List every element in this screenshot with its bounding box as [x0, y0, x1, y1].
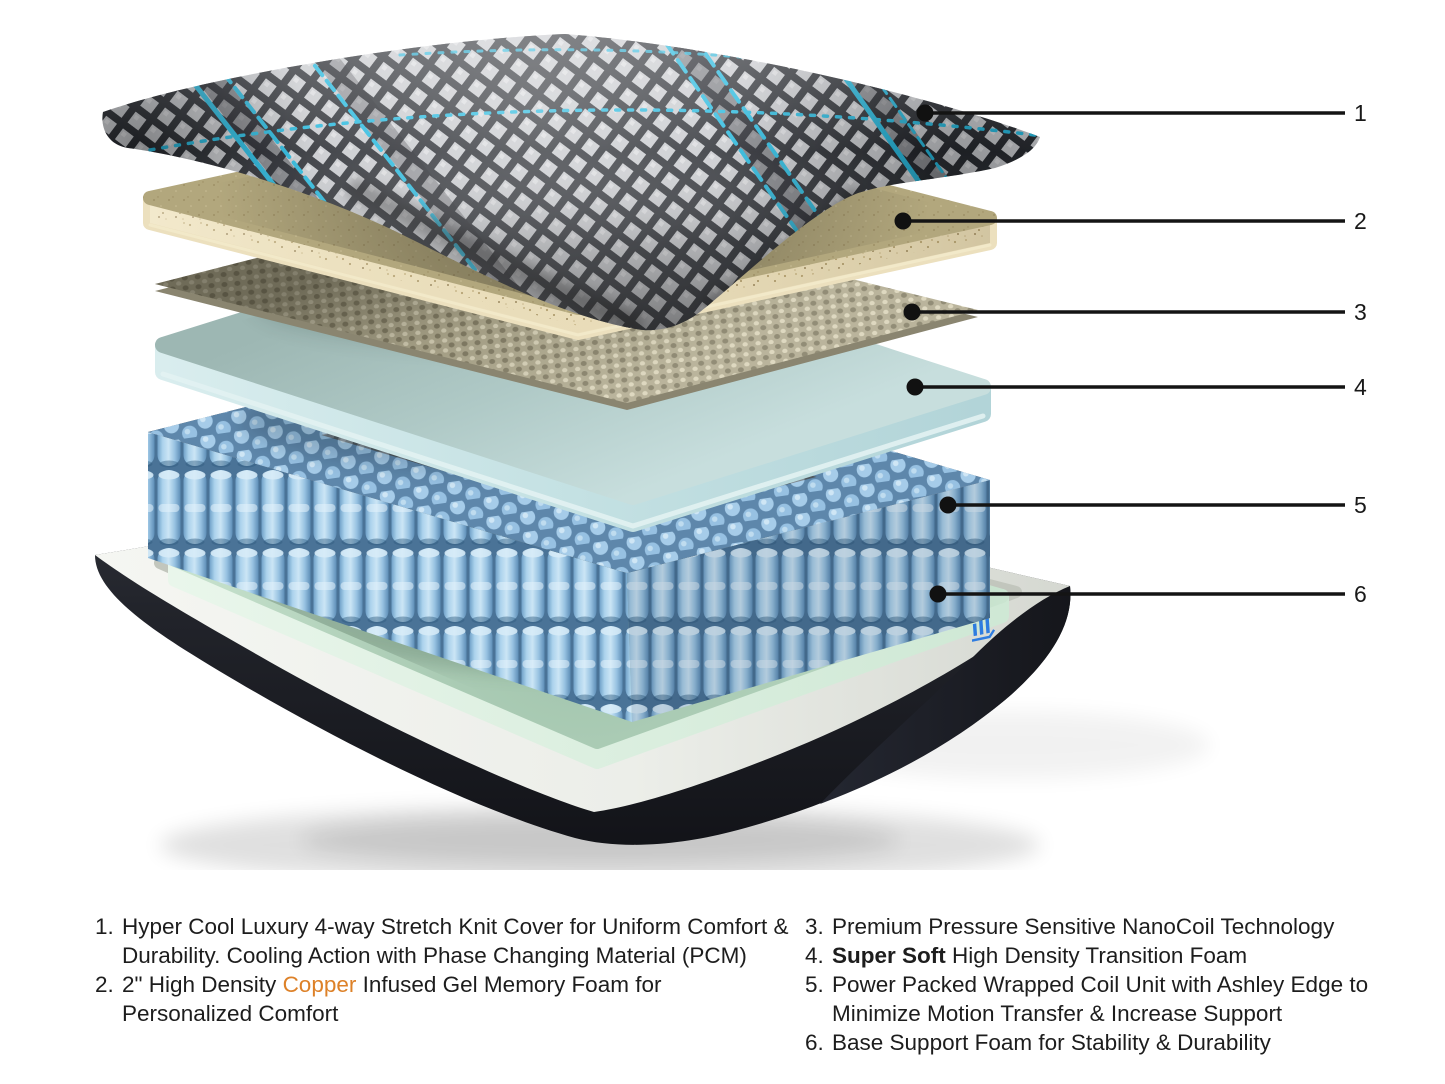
legend-item-text: 2" High Density Copper Infused Gel Memor… — [122, 972, 662, 1026]
callout-number-4: 4 — [1354, 374, 1367, 400]
callout-3: 3 — [903, 299, 1367, 325]
legend-item-number: 4. — [805, 943, 824, 968]
legend-item: 1. Hyper Cool Luxury 4-way Stretch Knit C… — [95, 912, 795, 970]
legend-item: 4. Super Soft High Density Transition Foa… — [805, 941, 1445, 970]
legend-column-left: 1. Hyper Cool Luxury 4-way Stretch Knit C… — [95, 912, 795, 1028]
callout-number-1: 1 — [1354, 100, 1367, 126]
base-black-wedge — [820, 586, 1071, 804]
legend-item-text: Hyper Cool Luxury 4-way Stretch Knit Cov… — [122, 914, 789, 968]
legend-column-right: 3. Premium Pressure Sensitive NanoCoil Te… — [805, 912, 1445, 1057]
legend-item: 2. 2" High Density Copper Infused Gel Mem… — [95, 970, 795, 1028]
callout-2: 2 — [894, 208, 1367, 234]
legend-item-number: 5. — [805, 972, 824, 997]
legend-item: 5. Power Packed Wrapped Coil Unit with As… — [805, 970, 1445, 1028]
legend-item-text: Power Packed Wrapped Coil Unit with Ashl… — [832, 972, 1369, 1026]
callout-5: 5 — [939, 492, 1367, 518]
coil-side-left — [148, 432, 632, 722]
legend-item-number: 1. — [95, 914, 114, 939]
callout-number-5: 5 — [1354, 492, 1367, 518]
legend-item: 6. Base Support Foam for Stability & Dura… — [805, 1028, 1445, 1057]
callout-number-6: 6 — [1354, 581, 1367, 607]
legend-item-text: Premium Pressure Sensitive NanoCoil Tech… — [832, 914, 1335, 939]
legend-item-number: 2. — [95, 972, 114, 997]
coil-side-right — [627, 480, 990, 722]
callout-6: 6 — [929, 581, 1367, 607]
legend-item: 3. Premium Pressure Sensitive NanoCoil Te… — [805, 912, 1445, 941]
legend-item-number: 6. — [805, 1030, 824, 1055]
callouts: 1 2 3 4 5 6 — [894, 100, 1367, 607]
callout-number-3: 3 — [1354, 299, 1367, 325]
callout-number-2: 2 — [1354, 208, 1367, 234]
legend-item-text: Super Soft High Density Transition Foam — [832, 943, 1248, 968]
callout-1: 1 — [916, 100, 1367, 126]
legend-item-text: Base Support Foam for Stability & Durabi… — [832, 1030, 1271, 1055]
callout-4: 4 — [906, 374, 1367, 400]
legend-item-number: 3. — [805, 914, 824, 939]
mattress-exploded-diagram: 1 2 3 4 5 6 — [95, 34, 1367, 870]
